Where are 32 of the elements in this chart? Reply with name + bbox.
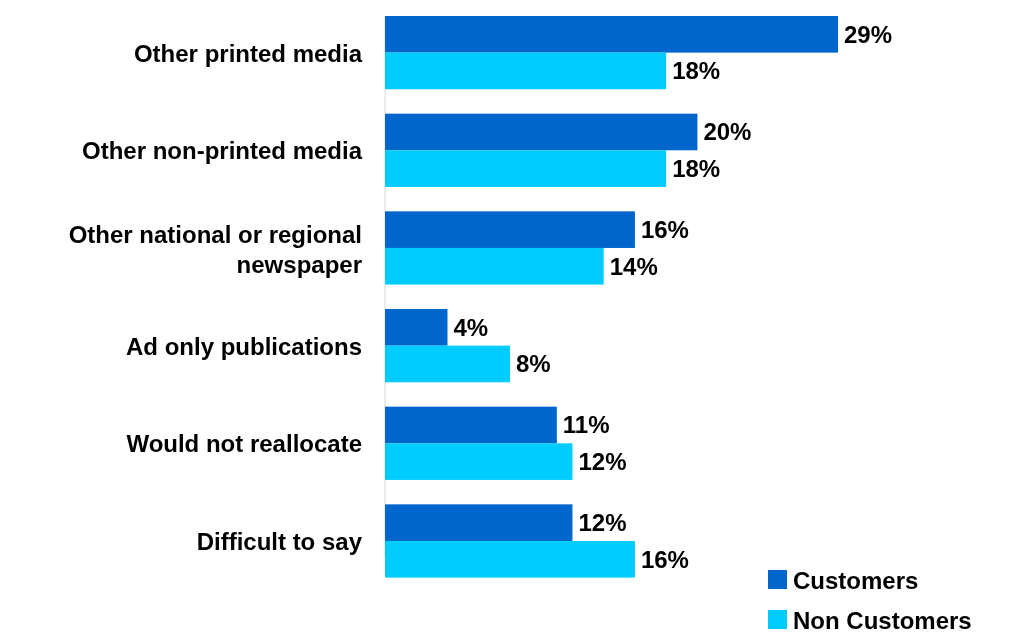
data-label: 12% <box>578 448 627 476</box>
data-label: 4% <box>453 313 489 341</box>
bar <box>385 443 573 480</box>
bar <box>385 113 698 151</box>
y-tick-label: Would not reallocate <box>126 429 362 457</box>
data-label: 18% <box>672 57 721 85</box>
bar <box>385 150 667 187</box>
data-label: 11% <box>562 411 610 439</box>
y-tick-label: Other national or regional newspaper <box>68 220 362 278</box>
data-label: 16% <box>640 216 689 244</box>
bar <box>385 406 557 444</box>
y-tick-label: Other non-printed media <box>81 136 363 164</box>
bar <box>385 16 838 53</box>
bar <box>385 309 448 346</box>
data-label: 14% <box>609 252 658 280</box>
bar <box>385 345 510 383</box>
data-label: 12% <box>578 509 627 537</box>
bar <box>385 211 635 248</box>
legend-label: Customers <box>793 566 919 594</box>
data-label: 20% <box>703 118 752 146</box>
data-label: 8% <box>515 350 551 378</box>
bar <box>385 540 635 578</box>
data-label: 29% <box>844 20 893 48</box>
y-tick-label: Ad only publications <box>125 332 362 360</box>
y-tick-label: Other printed media <box>133 39 363 67</box>
bar <box>385 247 604 285</box>
bar <box>385 52 667 90</box>
legend-label: Non Customers <box>793 606 972 634</box>
data-label: 16% <box>640 545 689 573</box>
y-tick-label: Difficult to say <box>196 527 363 555</box>
bar <box>385 504 573 541</box>
data-label: 18% <box>672 155 721 183</box>
